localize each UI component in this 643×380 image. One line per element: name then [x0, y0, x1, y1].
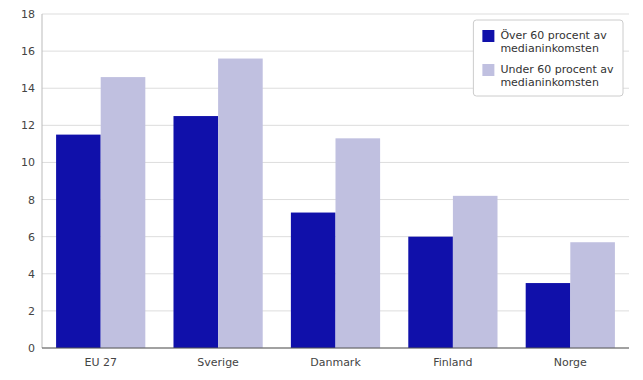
y-tick-label: 0	[28, 342, 35, 355]
x-tick-label: Sverige	[197, 356, 239, 369]
grid	[42, 14, 629, 348]
legend-label: Över 60 procent avmedianinkomsten	[500, 29, 607, 55]
x-tick-label: Norge	[554, 356, 587, 369]
legend-swatch	[482, 30, 494, 42]
chart: 0 2 4 6 8 10 12 14 16 18 EU 27 Sverige Danmark Finlan…	[0, 0, 643, 380]
y-tick-label: 4	[28, 268, 35, 281]
y-tick-label: 2	[28, 305, 35, 318]
y-tick-label: 12	[21, 119, 35, 132]
bar	[101, 77, 146, 348]
y-tick-label: 18	[21, 8, 35, 21]
grid-line	[42, 14, 629, 15]
bar	[526, 283, 571, 348]
legend-swatch	[482, 64, 494, 76]
y-tick-label: 14	[21, 82, 35, 95]
bar	[453, 196, 498, 348]
x-axis-line	[42, 348, 629, 349]
y-tick-label: 6	[28, 231, 35, 244]
legend: Över 60 procent avmedianinkomsten Under 6…	[473, 20, 623, 96]
y-tick-label: 10	[21, 156, 35, 169]
bar	[218, 59, 263, 348]
bar	[570, 242, 615, 348]
x-tick-label: EU 27	[84, 356, 117, 369]
bars	[56, 59, 615, 348]
y-tick-label: 16	[21, 45, 35, 58]
x-tick-label: Finland	[433, 356, 472, 369]
y-axis-line	[42, 14, 43, 348]
legend-frame	[473, 20, 623, 96]
x-tick-label: Danmark	[310, 356, 361, 369]
y-tick-label: 8	[28, 194, 35, 207]
bar	[56, 135, 101, 348]
legend-label: Under 60 procent avmedianinkomsten	[500, 63, 614, 89]
bar	[408, 237, 453, 348]
bar	[173, 116, 218, 348]
grid-line	[42, 348, 629, 349]
bar	[336, 138, 381, 348]
chart-container: 0 2 4 6 8 10 12 14 16 18 EU 27 Sverige Danmark Finlan…	[0, 0, 643, 380]
bar	[291, 213, 336, 348]
